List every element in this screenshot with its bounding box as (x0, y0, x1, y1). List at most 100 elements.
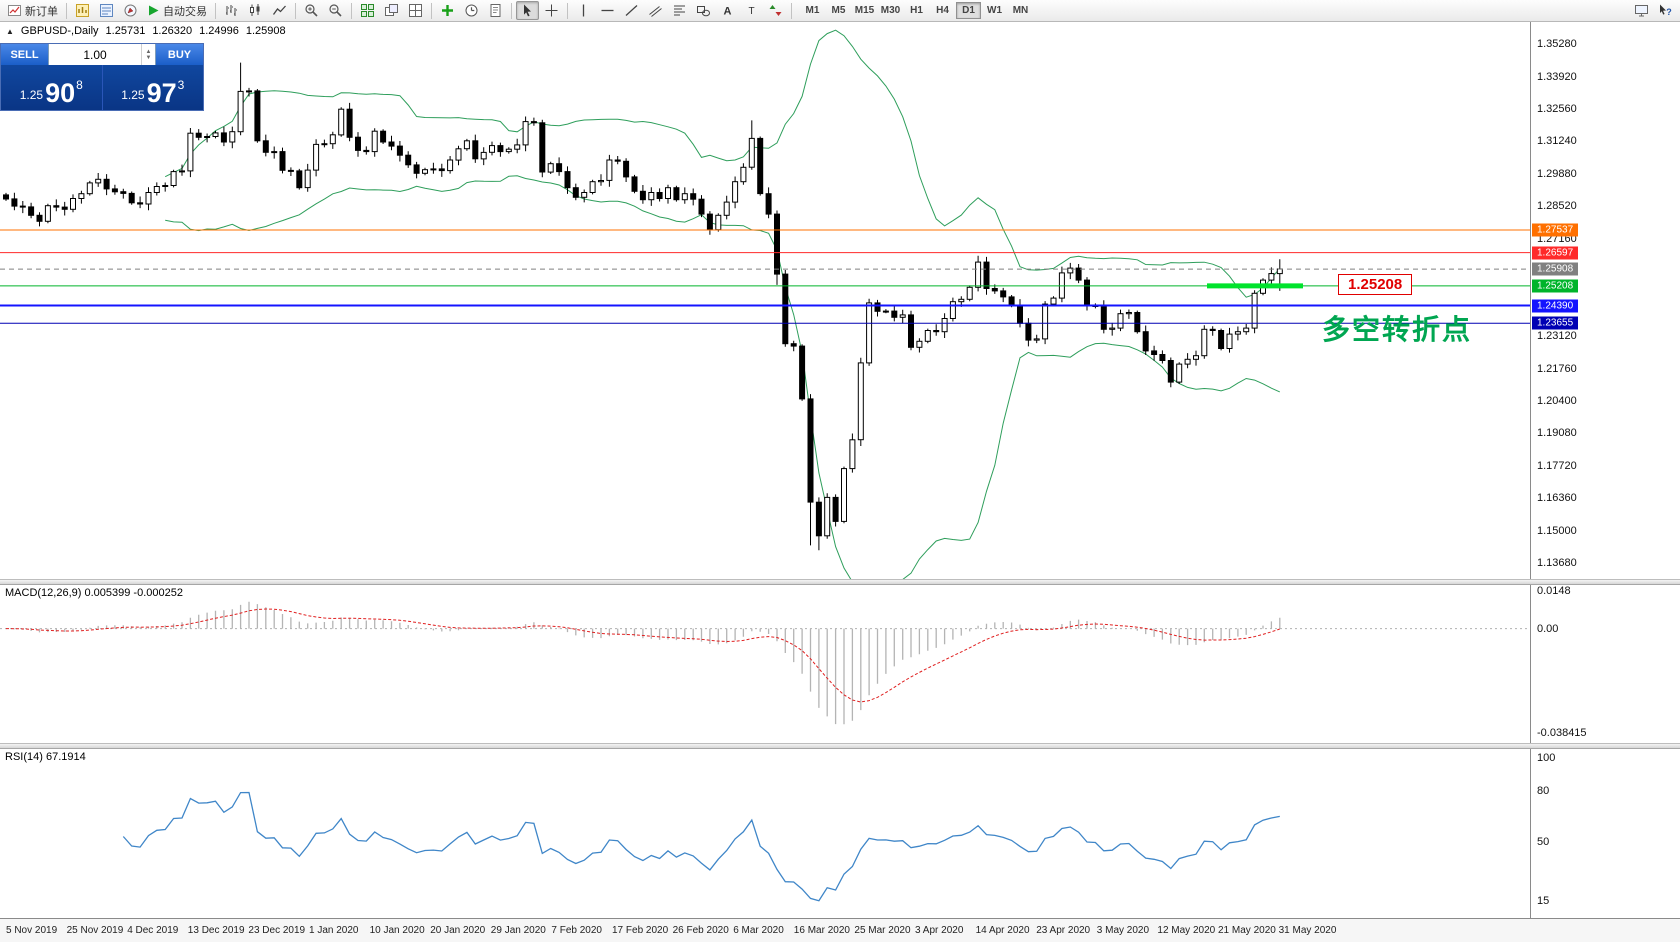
time-axis-label: 20 Jan 2020 (430, 925, 486, 936)
price-axis[interactable]: 1.35280 1.33920 1.32560 1.31240 1.29880 1.285… (1530, 22, 1680, 579)
templates-button[interactable] (484, 1, 507, 20)
rsi-plot[interactable] (0, 749, 1530, 918)
time-axis-label: 6 Mar 2020 (733, 925, 784, 936)
arrange-windows-icon (408, 3, 423, 18)
price-axis-label: 1.35280 (1537, 38, 1577, 51)
periods-button[interactable] (460, 1, 483, 20)
panel-splitter[interactable] (0, 579, 1680, 585)
sell-price-point: 8 (76, 78, 83, 92)
time-axis-label: 4 Dec 2019 (127, 925, 179, 936)
time-axis-label: 23 Dec 2019 (248, 925, 306, 936)
vertical-line-icon (576, 3, 591, 18)
candlestick-chart-button[interactable] (244, 1, 267, 20)
price-badge-1.25908: 1.25908 (1532, 262, 1579, 276)
svg-text:?: ? (1666, 7, 1672, 17)
channel-button[interactable] (644, 1, 667, 20)
price-badge-1.26597: 1.26597 (1532, 246, 1579, 260)
bar-chart-button[interactable] (220, 1, 243, 20)
volume-field[interactable]: 1.00 ▲ ▼ (48, 44, 156, 65)
panel-splitter[interactable] (0, 743, 1680, 749)
time-axis-label: 31 May 2020 (1278, 925, 1337, 936)
toolbar-separator (567, 2, 568, 19)
timeframe-group: M1 M5 M15 M30 H1 H4 D1 W1 MN (800, 2, 1033, 19)
timeframe-button-M1[interactable]: M1 (800, 2, 825, 19)
timeframe-button-M5[interactable]: M5 (826, 2, 851, 19)
time-axis-label: 12 May 2020 (1157, 925, 1216, 936)
timeframe-button-M30[interactable]: M30 (878, 2, 903, 19)
price-axis-label: 1.33920 (1537, 70, 1577, 83)
spinner-down-icon[interactable]: ▼ (145, 54, 152, 61)
market-watch-button[interactable] (71, 1, 94, 20)
toolbar-separator (511, 2, 512, 19)
zoom-in-button[interactable] (300, 1, 323, 20)
timeframe-button-D1[interactable]: D1 (956, 2, 981, 19)
shapes-icon (696, 3, 711, 18)
collapse-panel-icon[interactable]: ▲ (6, 26, 14, 36)
time-axis-label: 17 Feb 2020 (612, 925, 669, 936)
price-level-callout[interactable]: 1.25208 (1338, 274, 1413, 295)
timeframe-button-H4[interactable]: H4 (930, 2, 955, 19)
ohlc-low: 1.24996 (199, 25, 239, 37)
time-axis-label: 16 Mar 2020 (793, 925, 850, 936)
arrange-windows-button[interactable] (404, 1, 427, 20)
vertical-line-button[interactable] (572, 1, 595, 20)
main-chart-panel: 1.35280 1.33920 1.32560 1.31240 1.29880 1.285… (0, 22, 1680, 579)
timeframe-button-MN[interactable]: MN (1008, 2, 1033, 19)
new-order-label: 新订单 (25, 5, 58, 18)
sell-price-button[interactable]: 1.25 90 8 (1, 65, 103, 110)
macd-axis-label: 0.00 (1537, 622, 1559, 635)
tile-windows-icon (360, 3, 375, 18)
top-toolbar: 新订单 自动交易 A T M1 M5 M15 M30 H1 H4 D1 W1 MN ? (0, 0, 1680, 22)
arrows-button[interactable] (764, 1, 787, 20)
buy-price-button[interactable]: 1.25 97 3 (103, 65, 204, 110)
buy-button[interactable]: BUY (156, 44, 203, 65)
text-button[interactable]: A (716, 1, 739, 20)
new-order-button[interactable]: 新订单 (3, 1, 62, 20)
toolbar-separator (351, 2, 352, 19)
turning-point-note[interactable]: 多空转折点 (1322, 314, 1473, 345)
trendline-button[interactable] (620, 1, 643, 20)
line-chart-icon (272, 3, 287, 18)
bollinger-bands (164, 29, 1281, 579)
main-chart-plot[interactable] (0, 22, 1530, 579)
context-help-button[interactable]: ? (1654, 1, 1677, 20)
sell-button[interactable]: SELL (1, 44, 48, 65)
cursor-button[interactable] (516, 1, 539, 20)
fibonacci-button[interactable] (668, 1, 691, 20)
zoom-out-button[interactable] (324, 1, 347, 20)
market-watch-icon (75, 3, 90, 18)
macd-label: MACD(12,26,9) 0.005399 -0.000252 (5, 587, 183, 599)
shapes-button[interactable] (692, 1, 715, 20)
cascade-windows-icon (384, 3, 399, 18)
rsi-axis[interactable]: 100 80 50 15 (1530, 749, 1680, 918)
time-axis-label: 21 May 2020 (1218, 925, 1276, 936)
macd-plot[interactable] (0, 585, 1530, 743)
crosshair-button[interactable] (540, 1, 563, 20)
timeframe-button-M15[interactable]: M15 (852, 2, 877, 19)
price-axis-label: 1.29880 (1537, 167, 1577, 180)
macd-axis[interactable]: 0.0148 0.00 -0.038415 (1530, 585, 1680, 743)
horizontal-line-icon (600, 3, 615, 18)
tile-windows-button[interactable] (356, 1, 379, 20)
time-axis[interactable]: 5 Nov 2019 25 Nov 2019 4 Dec 2019 13 Dec 20… (0, 918, 1680, 942)
timeframe-button-H1[interactable]: H1 (904, 2, 929, 19)
rsi-axis-label: 50 (1537, 836, 1550, 848)
horizontal-line-button[interactable] (596, 1, 619, 20)
timeframe-button-W1[interactable]: W1 (982, 2, 1007, 19)
volume-spinner[interactable]: ▲ ▼ (141, 44, 155, 65)
label-button[interactable]: T (740, 1, 763, 20)
line-chart-button[interactable] (268, 1, 291, 20)
autotrading-button[interactable]: 自动交易 (143, 1, 211, 20)
data-window-button[interactable] (95, 1, 118, 20)
macd-panel: 0.0148 0.00 -0.038415 MACD(12,26,9) 0.0053… (0, 585, 1680, 743)
spinner-up-icon[interactable]: ▲ (145, 48, 152, 55)
indicators-button[interactable] (436, 1, 459, 20)
cascade-windows-button[interactable] (380, 1, 403, 20)
navigator-button[interactable] (119, 1, 142, 20)
toolbar-separator (295, 2, 296, 19)
fibonacci-icon (672, 3, 687, 18)
volume-value[interactable]: 1.00 (83, 47, 107, 62)
price-badge-1.24390: 1.24390 (1532, 299, 1579, 312)
chart-monitor-button[interactable] (1630, 1, 1653, 20)
price-axis-label: 1.21760 (1537, 362, 1577, 375)
